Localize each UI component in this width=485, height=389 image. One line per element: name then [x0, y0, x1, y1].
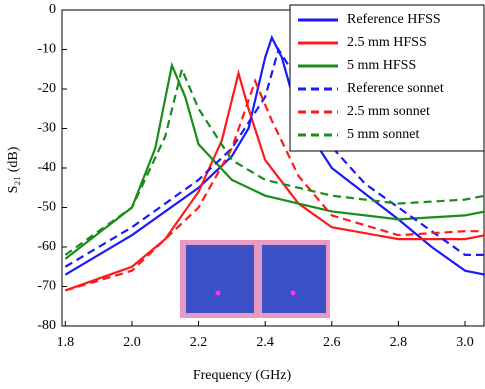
y-tick-label: -60 [37, 239, 56, 254]
x-tick-label: 1.8 [57, 335, 75, 350]
x-tick-label: 2.8 [390, 335, 408, 350]
y-tick-label: -10 [37, 42, 56, 57]
inset-image [180, 240, 330, 318]
inset-port [216, 291, 221, 296]
y-tick-label: -70 [37, 279, 56, 294]
legend-label: 5 mm HFSS [347, 58, 416, 73]
x-tick-label: 2.0 [123, 335, 141, 350]
legend-label: 5 mm sonnet [347, 127, 419, 142]
inset-port [291, 291, 296, 296]
legend-label: Reference sonnet [347, 81, 444, 96]
y-tick-label: -50 [37, 200, 56, 215]
x-axis-title: Frequency (GHz) [193, 368, 292, 383]
y-tick-label: -40 [37, 160, 56, 175]
x-tick-label: 3.0 [456, 335, 474, 350]
y-tick-label: -20 [37, 81, 56, 96]
y-axis-title: S₂₁ (dB) [6, 146, 21, 193]
y-tick-label: -80 [37, 318, 56, 333]
legend-label: 2.5 mm HFSS [347, 35, 427, 50]
legend-label: Reference HFSS [347, 12, 441, 27]
y-tick-label: -30 [37, 121, 56, 136]
legend-label: 2.5 mm sonnet [347, 104, 430, 119]
y-tick-label: 0 [49, 2, 56, 17]
inset-patch [186, 245, 254, 313]
inset-patch [262, 245, 326, 313]
x-tick-label: 2.6 [323, 335, 341, 350]
chart: Frequency (GHz) S₂₁ (dB) 0 -10 -20 -30 -40 -5… [0, 0, 485, 389]
x-tick-label: 2.2 [190, 335, 208, 350]
x-tick-label: 2.4 [256, 335, 274, 350]
